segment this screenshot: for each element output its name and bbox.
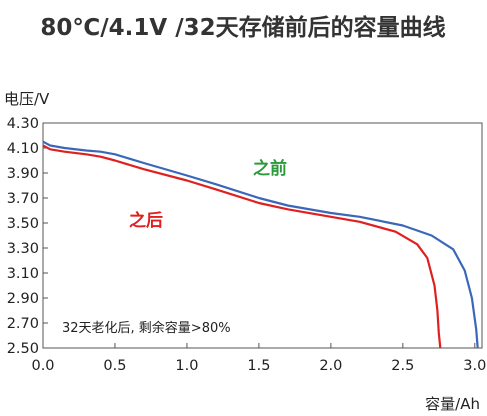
series-line-after	[42, 144, 442, 349]
annotation-note: 32天老化后, 剩余容量>80%	[62, 320, 231, 336]
annotation-before: 之前	[253, 158, 287, 179]
x-tick-label: 1.5	[247, 358, 270, 374]
y-axis-label: 电压/V	[4, 90, 50, 108]
x-axis-ticks: 0.0 0.5 1.0 1.5 2.0 2.5 3.0	[31, 343, 486, 374]
y-tick-label: 2.90	[7, 291, 39, 307]
annotation-after: 之后	[129, 210, 163, 231]
plot-area	[42, 122, 483, 349]
series-lines	[42, 140, 479, 349]
y-tick-label: 3.70	[7, 191, 39, 207]
y-tick-label: 4.30	[7, 116, 39, 132]
series-line-before	[42, 140, 479, 349]
x-tick-label: 2.0	[319, 358, 342, 374]
y-tick-label: 2.50	[7, 341, 39, 357]
y-tick-label: 3.30	[7, 241, 39, 257]
y-tick-label: 3.90	[7, 166, 39, 182]
y-tick-label: 2.70	[7, 316, 39, 332]
x-tick-label: 1.0	[175, 358, 198, 374]
x-tick-label: 2.5	[391, 358, 414, 374]
chart-title: 80℃/4.1V /32天存储前后的容量曲线	[40, 14, 445, 41]
plot-frame	[42, 122, 483, 349]
x-tick-label: 3.0	[463, 358, 486, 374]
y-tick-label: 4.10	[7, 141, 39, 157]
x-tick-label: 0.5	[103, 358, 126, 374]
y-axis-ticks: 4.30 4.10 3.90 3.70 3.50 3.30 3.10 2.90 2.70 2.50	[7, 116, 48, 357]
x-axis-label: 容量/Ah	[425, 395, 480, 413]
y-tick-label: 3.50	[7, 216, 39, 232]
y-tick-label: 3.10	[7, 266, 39, 282]
x-tick-label: 0.0	[31, 358, 54, 374]
